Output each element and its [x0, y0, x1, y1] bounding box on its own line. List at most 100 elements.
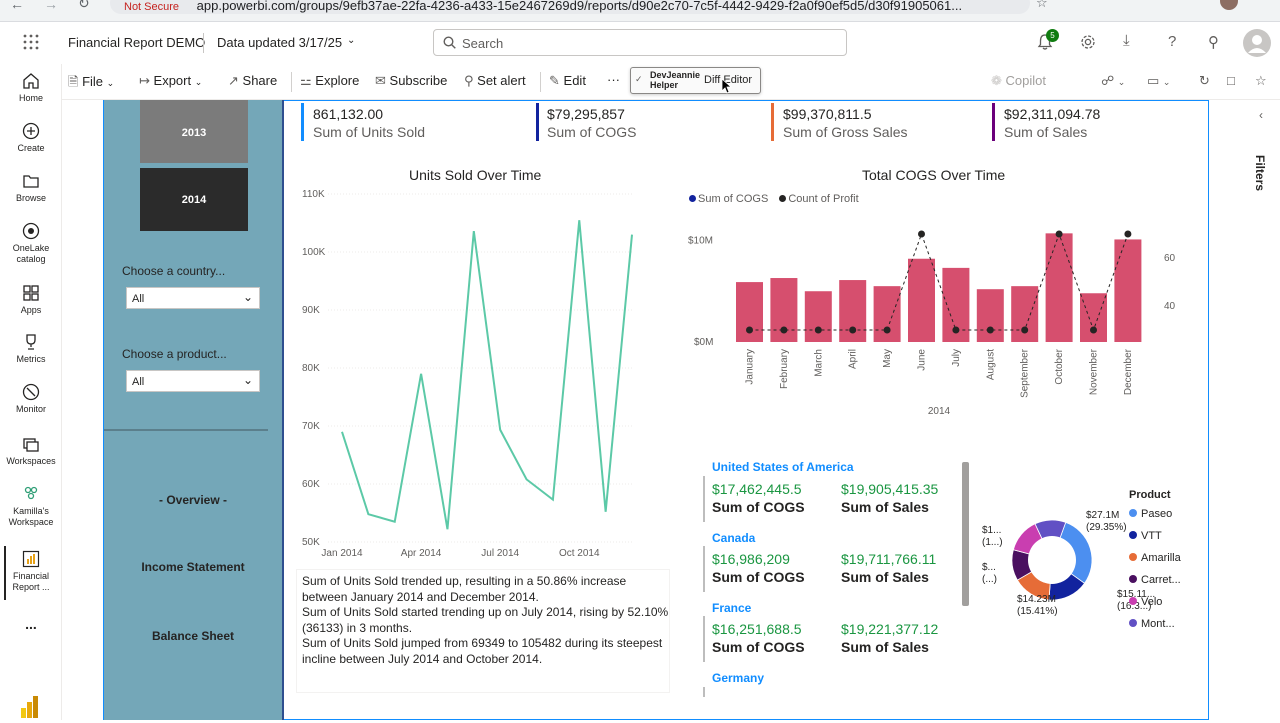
app-launcher-icon[interactable] [23, 34, 39, 50]
view-icon[interactable]: ▭ ⌄ [1147, 73, 1171, 88]
rail-kamillas-workspace[interactable]: Kamilla's Workspace [0, 485, 62, 528]
filters-pane-toggle[interactable]: Filters [1253, 155, 1267, 192]
refresh-icon[interactable]: ↻ [1199, 73, 1210, 88]
download-icon[interactable]: ⤓ [1123, 32, 1130, 49]
subscribe-button[interactable]: ✉ Subscribe [375, 73, 448, 88]
rail-browse[interactable]: Browse [0, 172, 62, 204]
donut-label-vtt: $15.11... (16.3...) [1117, 589, 1156, 612]
profit-point[interactable] [952, 326, 960, 334]
profit-point[interactable] [918, 230, 925, 238]
cogs-bar[interactable] [1045, 233, 1073, 342]
france-cogs-label: Sum of COGS [712, 639, 805, 655]
profit-point[interactable] [1090, 326, 1097, 334]
cogs-bar[interactable] [1011, 286, 1039, 342]
cogs-bar[interactable] [1080, 293, 1107, 342]
country-name-france[interactable]: France [712, 601, 752, 615]
help-icon[interactable]: ? [1168, 33, 1177, 50]
legend-item-vtt[interactable]: VTT [1129, 530, 1162, 542]
legend-item-paseo[interactable]: Paseo [1129, 508, 1172, 520]
bookmark-icon[interactable]: ☍ ⌄ [1101, 73, 1126, 88]
profit-point[interactable] [1021, 326, 1029, 334]
country-name-canada[interactable]: Canada [712, 531, 756, 545]
profit-point[interactable] [883, 326, 891, 334]
back-icon[interactable]: ← [10, 0, 24, 12]
card-scrollbar[interactable] [962, 462, 969, 606]
legend-item-velo[interactable]: Velo [1129, 596, 1162, 608]
cogs-bar[interactable] [804, 291, 832, 342]
data-updated-label[interactable]: Data updated 3/17/25 [217, 35, 343, 50]
legend-item-montana[interactable]: Mont... [1129, 618, 1175, 630]
profit-point[interactable] [849, 326, 857, 334]
page-link-overview[interactable]: - Overview - [158, 493, 228, 507]
profit-point[interactable] [814, 326, 822, 334]
donut-label-mont: $1... (1...) [982, 525, 1003, 548]
edit-button[interactable]: ✎ Edit [549, 73, 586, 88]
country-name-germany[interactable]: Germany [712, 671, 765, 685]
rail-create[interactable]: Create [0, 122, 62, 154]
cogs-bar[interactable] [1114, 239, 1142, 342]
rail-apps[interactable]: Apps [0, 284, 62, 316]
cogs-year-label: 2014 [928, 406, 951, 417]
set-alert-button[interactable]: ⚲ Set alert [464, 73, 526, 88]
y-left-tick-label: $10M [688, 235, 713, 246]
bookmark-star-icon[interactable]: ☆ [1036, 0, 1048, 10]
collapse-filters-icon[interactable]: ‹ [1259, 108, 1263, 122]
units-sold-series-line[interactable] [341, 220, 633, 530]
profit-point[interactable] [986, 326, 994, 334]
rail-metrics[interactable]: Metrics [0, 333, 62, 365]
legend-item-carretera[interactable]: Carret... [1129, 574, 1181, 586]
cogs-bar[interactable] [976, 289, 1004, 342]
diff-editor-button[interactable]: Diff Editor [704, 74, 753, 86]
legend-item-amarilla[interactable]: Amarilla [1129, 552, 1181, 564]
profit-series-line[interactable] [749, 232, 1129, 332]
file-menu-button[interactable]: 🗎 File ⌄ [68, 74, 115, 89]
narrative-sentence: Sum of Units Sold jumped from 69349 to 1… [302, 636, 663, 666]
chevron-down-icon[interactable]: ⌄ [347, 35, 356, 46]
more-options-button[interactable]: ··· [607, 72, 620, 87]
share-feedback-icon[interactable]: ⚲ [1208, 34, 1219, 51]
explore-button[interactable]: ⚍ Explore [300, 73, 360, 88]
user-avatar[interactable] [1243, 29, 1271, 57]
export-menu-button[interactable]: ↦ Export ⌄ [139, 73, 203, 88]
copilot-button[interactable]: ❁ Copilot [991, 73, 1046, 88]
rail-home[interactable]: Home [0, 72, 62, 104]
product-donut-chart[interactable] [1008, 516, 1096, 604]
rail-financial-report[interactable]: Financial Report ... [0, 550, 62, 593]
page-link-income-statement[interactable]: Income Statement [141, 560, 245, 574]
profit-point[interactable] [1124, 230, 1132, 238]
product-dropdown[interactable]: All ⌄ [126, 370, 260, 392]
settings-gear-icon[interactable] [1079, 33, 1097, 56]
rail-onelake-catalog[interactable]: OneLake catalog [0, 222, 62, 265]
cogs-bar[interactable] [908, 258, 935, 342]
share-button[interactable]: ↗ Share [228, 73, 278, 88]
country-dropdown[interactable]: All ⌄ [126, 287, 260, 309]
units-sold-line-chart[interactable]: 110K 100K 90K 80K 70K 60K 50K Jan 2014 Apr 2014… [290, 180, 650, 565]
page-link-balance-sheet[interactable]: Balance Sheet [151, 629, 235, 643]
reload-icon[interactable]: ↻ [78, 0, 90, 11]
rail-more-icon[interactable]: ... [25, 616, 37, 632]
address-bar[interactable]: Not Secure app.powerbi.com/groups/9efb37… [110, 0, 1030, 14]
donut-label-paseo: $27.1M (29.35%) [1086, 510, 1127, 533]
rail-monitor[interactable]: Monitor [0, 383, 62, 415]
kpi-sales-accent [992, 103, 995, 141]
profit-point[interactable] [746, 326, 753, 334]
profit-point[interactable] [780, 326, 788, 334]
favorite-star-icon[interactable]: ☆ [1255, 73, 1267, 88]
devjeannie-helper-extension[interactable]: ✓ DevJeannie Helper Diff Editor [630, 67, 761, 94]
profit-point[interactable] [1055, 230, 1063, 238]
comment-icon[interactable]: □ [1227, 73, 1235, 88]
metrics-trophy-icon [26, 334, 36, 350]
cogs-combo-chart[interactable]: $10M $0M 60 40 January February March April May… [680, 205, 1200, 420]
narrative-sentence: Sum of Units Sold trended up, resulting … [302, 574, 627, 604]
product-slicer-label: Choose a product... [122, 347, 227, 361]
country-name-usa[interactable]: United States of America [712, 460, 854, 474]
rail-active-indicator [4, 546, 6, 600]
rail-workspaces[interactable]: Workspaces [0, 435, 62, 467]
year-slicer-2013[interactable]: 2013 [140, 100, 248, 163]
year-slicer-2014[interactable]: 2014 [140, 168, 248, 231]
cogs-bar[interactable] [873, 286, 901, 342]
browser-profile-avatar[interactable] [1220, 0, 1238, 10]
report-title[interactable]: Financial Report DEMO [68, 35, 206, 50]
forward-icon[interactable]: → [44, 0, 58, 12]
search-input[interactable]: Search [433, 29, 847, 56]
